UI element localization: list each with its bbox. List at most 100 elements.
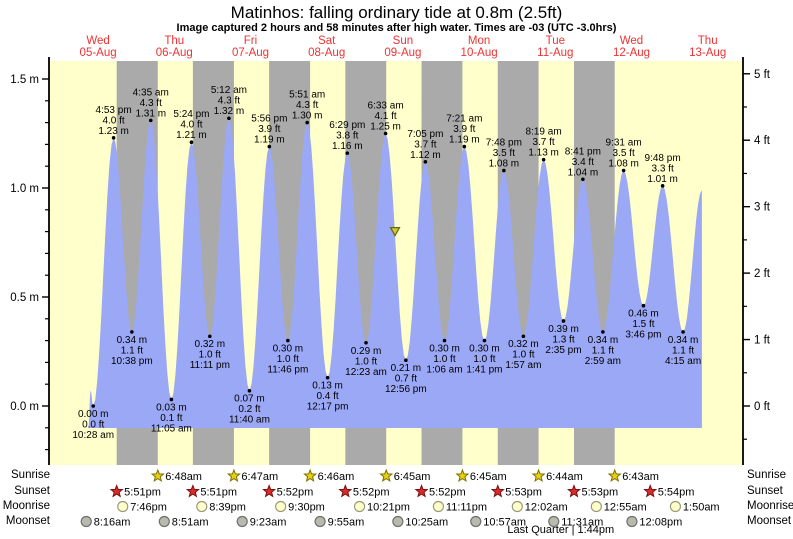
low-tide-dot bbox=[169, 397, 174, 402]
sunrise-row-label-left: Sunrise bbox=[11, 469, 50, 481]
high-tide-annotation: 7:21 am 3.9 ft 1.19 m bbox=[446, 114, 482, 146]
high-tide-annotation: 5:24 pm 4.0 ft 1.21 m bbox=[173, 109, 209, 141]
high-tide-dot bbox=[305, 120, 309, 125]
low-tide-dot bbox=[641, 303, 646, 308]
sunrise-icon bbox=[379, 468, 394, 483]
left-axis-label: 0.5 m bbox=[10, 292, 39, 304]
moonrise-icon bbox=[117, 500, 129, 513]
event-time-label: 10:57am bbox=[483, 517, 526, 529]
moonrise-row-label-right: Moonrise bbox=[747, 500, 793, 512]
low-tide-dot bbox=[364, 340, 368, 345]
event-time-label: 6:47am bbox=[241, 471, 278, 483]
event-time-label: 5:51pm bbox=[200, 487, 237, 499]
moonset-row-label-right: Moonset bbox=[747, 515, 792, 527]
event-time-label: 6:46am bbox=[318, 471, 355, 483]
sunrise-row-label-right: Sunrise bbox=[747, 469, 786, 481]
event-time-label: 9:30pm bbox=[288, 502, 325, 514]
moonset-icon bbox=[470, 515, 482, 528]
low-tide-dot bbox=[91, 404, 96, 408]
high-tide-annotation: 7:05 pm 3.7 ft 1.12 m bbox=[407, 129, 443, 161]
moon-phase-label: Last Quarter | 1:44pm bbox=[507, 524, 615, 536]
day-name-label: Mon bbox=[468, 35, 490, 47]
sunrise-icon bbox=[303, 468, 318, 483]
high-tide-dot bbox=[621, 168, 626, 173]
day-date-label: 09-Aug bbox=[384, 47, 421, 59]
moonrise-icon bbox=[590, 500, 602, 513]
high-tide-annotation: 5:12 am 4.3 ft 1.32 m bbox=[211, 85, 247, 117]
low-tide-annotation: 0.03 m 0.1 ft 11:05 am bbox=[151, 402, 192, 434]
high-tide-annotation: 8:19 am 3.7 ft 1.13 m bbox=[526, 127, 562, 159]
event-time-label: 6:43am bbox=[622, 471, 659, 483]
event-time-label: 1:50am bbox=[683, 502, 720, 514]
low-tide-annotation: 0.30 m 1.0 ft 1:41 pm bbox=[466, 344, 502, 376]
sunset-icon bbox=[109, 484, 124, 498]
left-axis-label: 0.0 m bbox=[10, 401, 39, 413]
event-time-label: 8:51am bbox=[172, 517, 209, 529]
high-tide-annotation: 6:33 am 4.1 ft 1.25 m bbox=[368, 101, 404, 133]
high-tide-annotation: 8:41 pm 3.4 ft 1.04 m bbox=[565, 146, 601, 178]
low-tide-annotation: 0.34 m 1.1 ft 2:59 am bbox=[585, 335, 621, 367]
sunrise-icon bbox=[455, 468, 470, 483]
event-time-label: 5:51pm bbox=[124, 487, 161, 499]
moonrise-icon bbox=[353, 500, 366, 513]
low-tide-annotation: 0.34 m 1.1 ft 10:38 pm bbox=[111, 335, 153, 367]
low-tide-dot bbox=[521, 334, 526, 339]
low-tide-annotation: 0.46 m 1.5 ft 3:46 pm bbox=[625, 309, 661, 341]
low-tide-dot bbox=[208, 334, 212, 339]
event-time-label: 6:44am bbox=[546, 471, 583, 483]
right-axis-label: 4 ft bbox=[754, 135, 771, 147]
high-tide-dot bbox=[462, 144, 467, 149]
day-name-label: Wed bbox=[620, 35, 643, 47]
day-date-label: 10-Aug bbox=[461, 47, 498, 59]
high-tide-annotation: 9:48 pm 3.3 ft 1.01 m bbox=[645, 153, 681, 185]
day-name-label: Wed bbox=[86, 35, 109, 47]
low-tide-annotation: 0.39 m 1.3 ft 2:35 pm bbox=[545, 324, 581, 356]
sunset-row-label-left: Sunset bbox=[14, 484, 50, 497]
low-tide-dot bbox=[601, 330, 605, 334]
high-tide-dot bbox=[581, 177, 585, 182]
current-time-marker-icon bbox=[389, 227, 401, 237]
high-tide-dot bbox=[267, 144, 272, 149]
low-tide-annotation: 0.07 m 0.2 ft 11:40 am bbox=[229, 394, 270, 426]
moonset-icon bbox=[236, 515, 248, 528]
day-name-label: Fri bbox=[244, 35, 257, 47]
high-tide-annotation: 6:29 pm 3.8 ft 1.16 m bbox=[329, 120, 365, 152]
low-tide-dot bbox=[561, 319, 566, 323]
low-tide-dot bbox=[442, 338, 447, 343]
event-time-label: 8:39pm bbox=[209, 502, 246, 514]
right-axis-label: 2 ft bbox=[754, 268, 771, 280]
sunrise-icon bbox=[531, 468, 546, 483]
high-tide-dot bbox=[227, 116, 231, 121]
left-axis-label: 1.5 m bbox=[10, 74, 39, 86]
right-axis-label: 5 ft bbox=[754, 69, 771, 81]
sunset-icon bbox=[185, 484, 200, 498]
moonset-icon bbox=[80, 515, 92, 528]
low-tide-annotation: 0.32 m 1.0 ft 1:57 am bbox=[505, 339, 541, 371]
high-tide-dot bbox=[423, 160, 428, 164]
high-tide-dot bbox=[111, 136, 116, 140]
low-tide-dot bbox=[325, 375, 330, 380]
high-tide-annotation: 5:51 am 4.3 ft 1.30 m bbox=[289, 90, 325, 122]
low-tide-annotation: 0.00 m 0.0 ft 10:28 am bbox=[72, 409, 114, 441]
moonset-icon bbox=[158, 515, 170, 528]
tide-curve bbox=[88, 118, 702, 428]
event-time-label: 12:55am bbox=[604, 502, 647, 514]
low-tide-annotation: 0.34 m 1.1 ft 4:15 am bbox=[665, 335, 701, 367]
event-time-label: 6:45am bbox=[394, 471, 431, 483]
low-tide-dot bbox=[247, 388, 252, 393]
event-time-label: 5:52pm bbox=[353, 487, 390, 499]
moonrise-icon bbox=[432, 500, 445, 513]
day-date-label: 11-Aug bbox=[537, 47, 573, 59]
high-tide-dot bbox=[541, 157, 546, 162]
event-time-label: 9:23am bbox=[250, 517, 287, 529]
low-tide-annotation: 0.32 m 1.0 ft 11:11 pm bbox=[190, 339, 230, 371]
high-tide-dot bbox=[660, 184, 665, 188]
sunset-row-label-right: Sunset bbox=[747, 484, 783, 497]
high-tide-annotation: 4:53 pm 4.0 ft 1.23 m bbox=[96, 105, 132, 137]
high-tide-dot bbox=[345, 151, 350, 155]
event-time-label: 11:11pm bbox=[446, 502, 487, 514]
day-date-label: 05-Aug bbox=[80, 47, 117, 59]
high-tide-annotation: 4:35 am 4.3 ft 1.31 m bbox=[133, 87, 169, 119]
event-time-label: 7:46pm bbox=[130, 502, 167, 514]
